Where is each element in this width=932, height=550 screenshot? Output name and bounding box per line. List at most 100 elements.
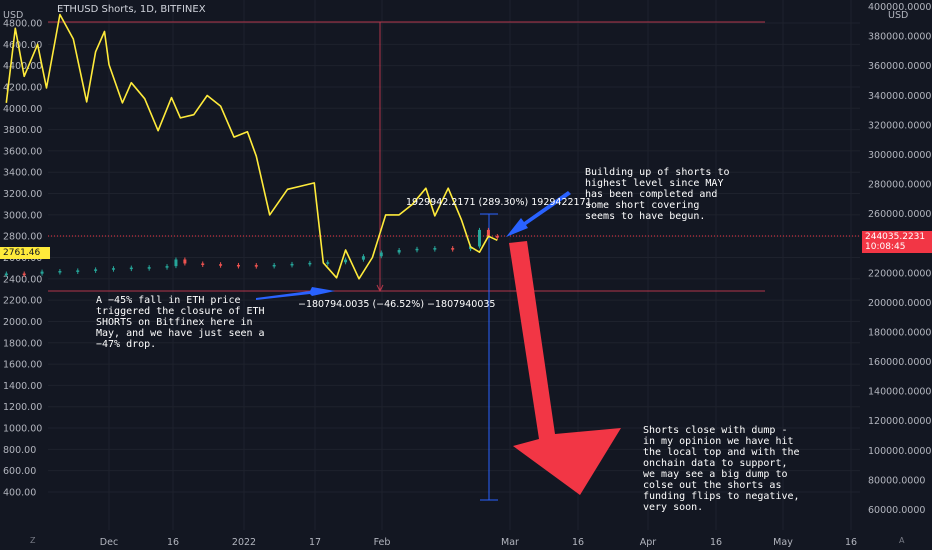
candle (477, 229, 481, 247)
left-tick-label: 4600.00 (3, 40, 42, 51)
candle (40, 271, 44, 274)
candle (415, 248, 419, 251)
annotation-top-right[interactable]: Building up of shorts to highest level s… (585, 167, 730, 222)
right-tick-label: 160000.0000 (868, 357, 931, 368)
candle (147, 267, 151, 269)
eth-price-line (5, 13, 498, 280)
corner-left-icon[interactable]: Z (30, 536, 36, 545)
candle (344, 259, 348, 263)
right-tick-label: 200000.0000 (868, 298, 931, 309)
candle (111, 268, 115, 270)
left-tick-label: 4000.00 (3, 104, 42, 115)
left-tick-label: 1200.00 (3, 402, 42, 413)
left-tick-label: 1600.00 (3, 360, 42, 371)
shorts-candles (4, 227, 499, 278)
right-tick-label: 120000.0000 (868, 416, 931, 427)
left-unit-label: USD (3, 10, 24, 21)
time-tick-label: 16 (845, 537, 857, 548)
candle (76, 270, 80, 272)
candle (451, 248, 455, 250)
right-current-price-tag: 244035.2231 10:08:45 (862, 231, 932, 253)
time-tick-label: 2022 (232, 537, 256, 548)
time-tick-label: Dec (100, 537, 118, 548)
corner-right-icon[interactable]: A (899, 536, 905, 545)
left-tick-label: 2400.00 (3, 274, 42, 285)
annotation-bottom-right[interactable]: Shorts close with dump - in my opinion w… (643, 425, 800, 513)
right-tick-label: 360000.0000 (868, 61, 931, 72)
horizontal-gridlines (48, 22, 860, 493)
left-tick-label: 1000.00 (3, 424, 42, 435)
candle (433, 248, 437, 250)
left-tick-label: 2200.00 (3, 296, 42, 307)
candle (183, 259, 187, 264)
right-tick-label: 400000.0000 (868, 2, 931, 13)
eth-price-series (5, 13, 498, 280)
blue-arrow-left[interactable] (256, 287, 335, 300)
left-tick-label: 400.00 (3, 488, 36, 499)
time-tick-label: 16 (572, 537, 584, 548)
right-tick-label: 80000.0000 (868, 475, 925, 486)
right-tick-label: 100000.0000 (868, 446, 931, 457)
candle (201, 263, 205, 265)
left-tick-label: 4800.00 (3, 19, 42, 30)
left-tick-label: 3600.00 (3, 146, 42, 157)
bottom-measure-label: −180794.0035 (−46.52%) −1807940035 (298, 299, 496, 310)
right-unit-label: USD (888, 10, 909, 21)
candle (4, 273, 8, 276)
blue-arrow-right[interactable] (506, 191, 571, 237)
candle (254, 265, 258, 267)
left-tick-label: 3800.00 (3, 125, 42, 136)
right-price-axis[interactable]: 400000.0000 380000.0000 360000.0000 340000.… (868, 2, 931, 516)
right-tick-label: 180000.0000 (868, 327, 931, 338)
candle (22, 273, 26, 276)
right-tick-label: 320000.0000 (868, 120, 931, 131)
right-tick-label: 260000.0000 (868, 209, 931, 220)
candle (361, 256, 365, 260)
candle (379, 252, 383, 257)
candle (94, 269, 98, 271)
left-tick-label: 4200.00 (3, 82, 42, 93)
left-tick-label: 3400.00 (3, 168, 42, 179)
annotation-left[interactable]: A −45% fall in ETH price triggered the c… (96, 295, 265, 350)
time-tick-label: Mar (501, 537, 519, 548)
time-axis[interactable]: Dec 16 2022 17 Feb Mar 16 Apr 16 May 16 (100, 537, 857, 548)
time-tick-label: 17 (309, 537, 321, 548)
candle (272, 264, 276, 267)
left-tick-label: 1800.00 (3, 338, 42, 349)
right-tick-label: 300000.0000 (868, 150, 931, 161)
right-tick-label: 380000.0000 (868, 32, 931, 43)
right-tick-label: 280000.0000 (868, 180, 931, 191)
candle (165, 266, 169, 268)
right-tick-label: 140000.0000 (868, 387, 931, 398)
red-measure-arrowhead (376, 284, 384, 293)
left-tick-label: 3200.00 (3, 189, 42, 200)
candle (469, 246, 473, 250)
candle (290, 263, 294, 266)
left-tick-label: 600.00 (3, 466, 36, 477)
time-tick-label: 16 (167, 537, 179, 548)
candle (219, 264, 223, 266)
candle (308, 262, 312, 265)
left-tick-label: 800.00 (3, 445, 36, 456)
time-tick-label: 16 (710, 537, 722, 548)
left-current-price-tag: 2761.46 (0, 247, 50, 259)
top-measure-label: 1929942.2171 (289.30%) 1929422171 (406, 197, 592, 208)
candle (486, 229, 490, 237)
candle (326, 262, 330, 264)
candle (174, 259, 178, 267)
left-tick-label: 2000.00 (3, 317, 42, 328)
time-tick-label: Apr (640, 537, 657, 548)
symbol-title[interactable]: ETHUSD Shorts, 1D, BITFINEX (57, 4, 206, 15)
left-tick-label: 2800.00 (3, 232, 42, 243)
candle (397, 250, 401, 253)
candle (129, 267, 133, 270)
right-countdown: 10:08:45 (865, 242, 906, 252)
candle (495, 236, 499, 238)
big-red-arrow[interactable] (509, 241, 621, 495)
right-tick-label: 60000.0000 (868, 505, 925, 516)
candle (58, 271, 62, 273)
time-tick-label: May (773, 537, 793, 548)
right-current-value: 244035.2231 (865, 232, 926, 242)
right-tick-label: 220000.0000 (868, 268, 931, 279)
left-tick-label: 1400.00 (3, 381, 42, 392)
